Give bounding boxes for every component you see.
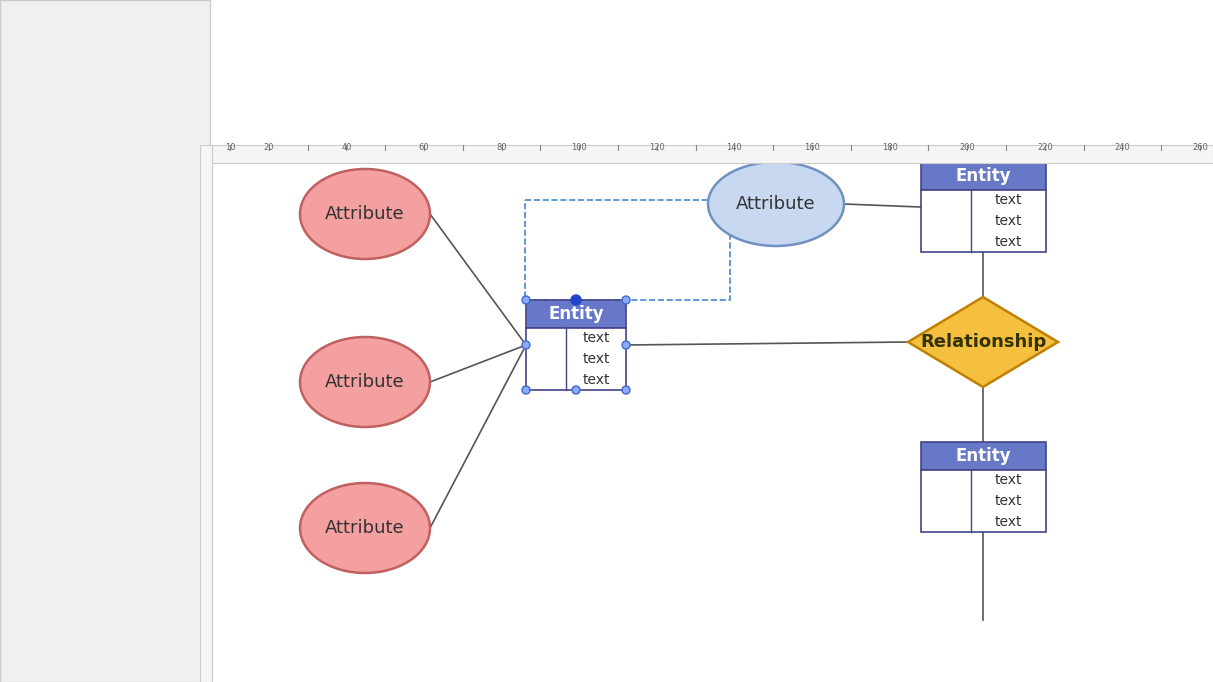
Text: text: text — [995, 214, 1021, 228]
FancyBboxPatch shape — [200, 145, 212, 682]
Text: Attribute: Attribute — [325, 373, 405, 391]
FancyBboxPatch shape — [0, 0, 210, 682]
Text: text: text — [995, 473, 1021, 488]
Text: text: text — [995, 494, 1021, 508]
Ellipse shape — [300, 483, 429, 573]
Text: 20: 20 — [263, 143, 274, 153]
Circle shape — [622, 296, 630, 304]
Text: 140: 140 — [727, 143, 742, 153]
Text: text: text — [582, 372, 610, 387]
Text: Relationship: Relationship — [919, 333, 1046, 351]
Text: Attribute: Attribute — [736, 195, 816, 213]
Text: text: text — [582, 331, 610, 345]
Text: Attribute: Attribute — [325, 519, 405, 537]
Text: Entity: Entity — [548, 305, 604, 323]
Ellipse shape — [300, 337, 429, 427]
Text: text: text — [995, 515, 1021, 529]
Circle shape — [522, 296, 530, 304]
Text: 240: 240 — [1115, 143, 1131, 153]
Text: 200: 200 — [959, 143, 975, 153]
FancyBboxPatch shape — [526, 328, 626, 390]
FancyBboxPatch shape — [921, 162, 1046, 190]
Text: 260: 260 — [1192, 143, 1208, 153]
FancyBboxPatch shape — [921, 470, 1046, 532]
Text: 80: 80 — [496, 143, 507, 153]
Text: text: text — [582, 352, 610, 366]
FancyBboxPatch shape — [921, 190, 1046, 252]
Circle shape — [522, 341, 530, 349]
Text: 120: 120 — [649, 143, 665, 153]
Circle shape — [573, 296, 580, 304]
Text: 100: 100 — [571, 143, 587, 153]
Text: Attribute: Attribute — [325, 205, 405, 223]
FancyBboxPatch shape — [526, 300, 626, 328]
Circle shape — [622, 386, 630, 394]
Text: 10: 10 — [224, 143, 235, 153]
Text: 60: 60 — [418, 143, 429, 153]
Circle shape — [571, 295, 581, 305]
Text: text: text — [995, 235, 1021, 249]
Circle shape — [622, 341, 630, 349]
Text: text: text — [995, 193, 1021, 207]
Circle shape — [522, 386, 530, 394]
Text: 180: 180 — [882, 143, 898, 153]
Polygon shape — [909, 297, 1058, 387]
Ellipse shape — [300, 169, 429, 259]
Text: Entity: Entity — [955, 167, 1010, 185]
FancyBboxPatch shape — [210, 145, 1213, 163]
Text: 40: 40 — [341, 143, 352, 153]
Text: 220: 220 — [1037, 143, 1053, 153]
Text: Entity: Entity — [955, 447, 1010, 465]
FancyBboxPatch shape — [921, 442, 1046, 470]
Circle shape — [573, 386, 580, 394]
Text: 160: 160 — [804, 143, 820, 153]
Ellipse shape — [708, 162, 844, 246]
